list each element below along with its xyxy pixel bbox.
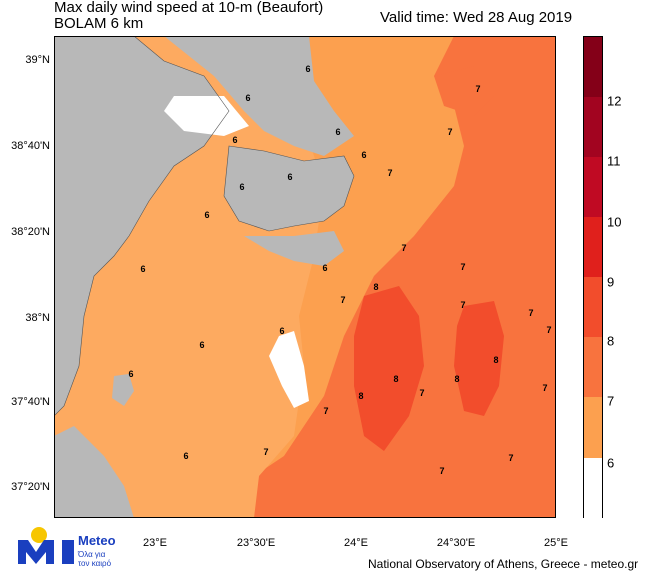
colorbar-segment	[584, 337, 602, 397]
value-label: 7	[475, 84, 481, 94]
wind-speed-map: 6 6 6 6 6 6 6 6 6 6 6 6 6 6 7 7 7 7 7 7 …	[54, 36, 556, 518]
valid-time: Valid time: Wed 28 Aug 2019	[380, 9, 573, 26]
lon-label: 24°30'E	[436, 537, 476, 549]
value-label: 6	[361, 150, 367, 160]
lon-label: 23°E	[143, 537, 167, 549]
logo-tagline: τον καιρό	[78, 559, 112, 568]
lat-label: 37°20'N	[11, 481, 50, 493]
value-label: 7	[263, 447, 269, 457]
lat-label: 38°20'N	[11, 226, 50, 238]
colorbar-label: 6	[607, 455, 615, 471]
logo-tagline: Όλα για	[78, 550, 106, 559]
value-label: 7	[419, 388, 425, 398]
value-label: 7	[447, 127, 453, 137]
value-label: 7	[323, 406, 329, 416]
value-label: 6	[128, 369, 134, 379]
logo-wordmark: Meteo	[78, 533, 116, 548]
value-label: 7	[546, 325, 552, 335]
value-label: 6	[287, 172, 293, 182]
value-label: 8	[373, 282, 379, 292]
value-label: 7	[460, 300, 466, 310]
value-label: 8	[358, 391, 364, 401]
colorbar-segment	[584, 458, 602, 519]
land-euboea	[224, 146, 354, 231]
lat-label: 38°40'N	[11, 140, 50, 152]
colorbar-segment	[584, 397, 602, 458]
lon-label: 25°E	[544, 537, 568, 549]
white-inlet	[269, 331, 309, 408]
value-label: 7	[439, 466, 445, 476]
zone-beaufort-9-west	[354, 286, 424, 451]
value-label: 7	[401, 243, 407, 253]
value-label: 6	[322, 263, 328, 273]
white-bay-north	[164, 96, 249, 136]
value-label: 7	[528, 308, 534, 318]
colorbar-label: 11	[607, 153, 621, 169]
value-label: 6	[335, 127, 341, 137]
footer-credit: National Observatory of Athens, Greece -…	[368, 557, 639, 571]
value-label: 7	[460, 262, 466, 272]
value-label: 7	[340, 295, 346, 305]
value-label: 6	[245, 93, 251, 103]
lon-label: 24°E	[344, 537, 368, 549]
zone-beaufort-8-north	[434, 66, 494, 116]
land-north	[164, 36, 354, 156]
value-label: 6	[204, 210, 210, 220]
lat-label: 37°40'N	[11, 396, 50, 408]
map-canvas	[54, 36, 556, 518]
zone-beaufort-9-east	[454, 301, 504, 416]
map-border	[54, 36, 556, 518]
land-island-west	[112, 374, 134, 406]
colorbar-label: 10	[607, 214, 622, 230]
value-label: 7	[387, 168, 393, 178]
value-label: 6	[279, 326, 285, 336]
colorbar-segment	[584, 97, 602, 157]
land-attica-north	[244, 231, 344, 266]
value-label: 6	[140, 264, 146, 274]
colorbar-label: 9	[607, 274, 615, 290]
colorbar-label: 12	[607, 93, 622, 109]
value-label: 8	[393, 374, 399, 384]
value-label: 7	[542, 383, 548, 393]
value-label: 7	[508, 453, 514, 463]
colorbar-segment	[584, 157, 602, 217]
colorbar-label: 8	[607, 333, 615, 349]
lat-label: 39°N	[25, 54, 50, 66]
beaufort-colorbar	[583, 36, 603, 519]
value-label: 6	[305, 64, 311, 74]
colorbar-segment	[584, 37, 602, 97]
colorbar-segment	[584, 217, 602, 277]
coastline-outline	[54, 36, 355, 417]
colorbar-label: 7	[607, 393, 615, 409]
value-label: 8	[454, 374, 460, 384]
value-label: 6	[199, 340, 205, 350]
colorbar-segment	[584, 277, 602, 337]
land-peloponnese-west	[54, 426, 134, 518]
value-label: 8	[493, 355, 499, 365]
lat-label: 38°N	[25, 312, 50, 324]
map-title: Max daily wind speed at 10-m (Beaufort)	[54, 0, 324, 16]
value-label: 6	[239, 182, 245, 192]
lon-label: 23°30'E	[236, 537, 276, 549]
value-label: 6	[183, 451, 189, 461]
meteo-logo-icon	[18, 527, 74, 564]
model-subtitle: BOLAM 6 km	[54, 15, 144, 32]
value-label: 6	[232, 135, 238, 145]
